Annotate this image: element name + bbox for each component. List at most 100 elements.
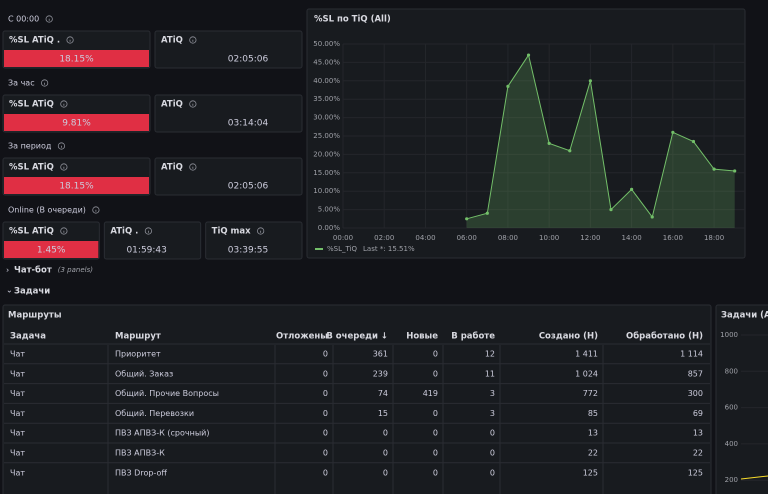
legend-stat: Last *: 15.51% [363, 245, 415, 253]
x-tick-label: 06:00 [457, 234, 477, 242]
x-tick-label: 04:00 [415, 234, 435, 242]
column-header[interactable]: Маршрут [115, 332, 161, 342]
y-tick-label: 0.00% [318, 224, 341, 232]
cell: 0 [323, 449, 328, 458]
y-tick-label: 35.00% [313, 95, 340, 103]
cell: 0 [433, 409, 438, 418]
column-header[interactable]: В очереди ↓ [326, 332, 388, 342]
cell: 0 [490, 429, 495, 438]
cell: 0 [323, 468, 328, 477]
point [609, 208, 613, 212]
cell: 0 [323, 350, 328, 359]
y-tick-label: 30.00% [313, 114, 340, 122]
cell: 13 [693, 429, 703, 438]
column-header[interactable]: Отложены [276, 332, 328, 342]
group-label: За час [8, 79, 35, 88]
stat-panel [205, 221, 303, 260]
info-icon [144, 227, 152, 235]
stat-value: 02:05:06 [228, 182, 269, 192]
y-tick-label: 40.00% [313, 77, 340, 85]
info-icon [45, 15, 53, 23]
stat-background [4, 114, 149, 131]
column-header[interactable]: Обработано (Н) [626, 331, 703, 342]
cell: 69 [693, 409, 703, 418]
cell: 857 [688, 369, 703, 378]
stat-title: ATiQ [161, 100, 183, 110]
stat-value: 02:05:06 [228, 55, 269, 65]
point [485, 211, 489, 215]
x-tick-label: 16:00 [663, 234, 683, 242]
info-icon [60, 227, 68, 235]
cell: 13 [588, 429, 598, 438]
cell: 0 [383, 468, 388, 477]
cell: Чат [10, 409, 25, 418]
cell: 0 [490, 468, 495, 477]
y-tick-label: 50.00% [313, 40, 340, 48]
cell: 0 [383, 429, 388, 438]
stat-value: 1.45% [37, 246, 66, 256]
legend-label[interactable]: %SL_TiQ [327, 245, 358, 253]
cell: 1 411 [575, 350, 598, 359]
y-tick-label: 5.00% [318, 206, 341, 214]
row-title[interactable]: Чат-бот [14, 265, 52, 276]
stat-background [4, 241, 99, 258]
cell: ПВЗ АПВЗ-К (срочный) [115, 429, 209, 438]
stat-value: 03:39:55 [228, 246, 268, 256]
cell: Общий. Заказ [115, 369, 173, 378]
row-title[interactable]: Задачи [14, 287, 50, 297]
cell: 22 [588, 449, 598, 458]
table-panel [2, 304, 712, 494]
x-tick-label: 10:00 [539, 234, 559, 242]
x-tick-label: 02:00 [374, 234, 394, 242]
info-icon [257, 227, 265, 235]
group-label: За период [8, 142, 52, 151]
cell: 125 [688, 468, 703, 477]
cell: Общий. Перевозки [115, 409, 194, 418]
row-chevron: ⌄ [6, 286, 13, 295]
cell: 1 114 [680, 350, 703, 359]
cell: 0 [323, 389, 328, 398]
cell: 3 [490, 389, 495, 398]
y-tick-label: 1000 [720, 331, 738, 339]
cell: 0 [433, 468, 438, 477]
cell: 74 [378, 389, 388, 398]
stat-title: ATiQ [161, 163, 183, 173]
info-icon [66, 36, 74, 44]
stat-panel [154, 30, 303, 69]
y-tick-label: 600 [725, 404, 738, 412]
side-title: Задачи (All) [721, 311, 768, 321]
y-tick-label: 20.00% [313, 150, 340, 158]
info-icon [60, 100, 68, 108]
line [466, 53, 735, 220]
point [568, 149, 572, 153]
row-note: (3 panels) [58, 266, 93, 274]
cell: 0 [323, 369, 328, 378]
column-header[interactable]: Новые [406, 332, 438, 342]
row-chevron: › [6, 266, 9, 275]
cell: 300 [688, 389, 703, 398]
chart-panel [306, 8, 746, 259]
cell: 419 [423, 389, 438, 398]
cell: 11 [485, 369, 495, 378]
stat-title: ATiQ [161, 36, 183, 46]
point [733, 169, 737, 173]
chart-title: %SL по TiQ (All) [314, 15, 391, 25]
x-tick-label: 12:00 [580, 234, 600, 242]
cell: 0 [433, 429, 438, 438]
column-header[interactable]: В работе [451, 331, 495, 342]
y-tick-label: 25.00% [313, 132, 340, 140]
cell: Чат [10, 389, 25, 398]
x-tick-label: 08:00 [498, 234, 518, 242]
column-header[interactable]: Создано (Н) [539, 332, 598, 342]
stat-value: 9.81% [62, 119, 91, 129]
stat-value: 18.15% [59, 182, 94, 192]
side-panel [715, 304, 768, 494]
column-header[interactable]: Задача [10, 332, 46, 342]
x-tick-label: 14:00 [622, 234, 642, 242]
info-icon [41, 79, 49, 87]
point [712, 167, 716, 171]
cell: ПВЗ Drop-off [115, 468, 167, 477]
y-tick-label: 15.00% [313, 169, 340, 177]
point [465, 217, 469, 221]
